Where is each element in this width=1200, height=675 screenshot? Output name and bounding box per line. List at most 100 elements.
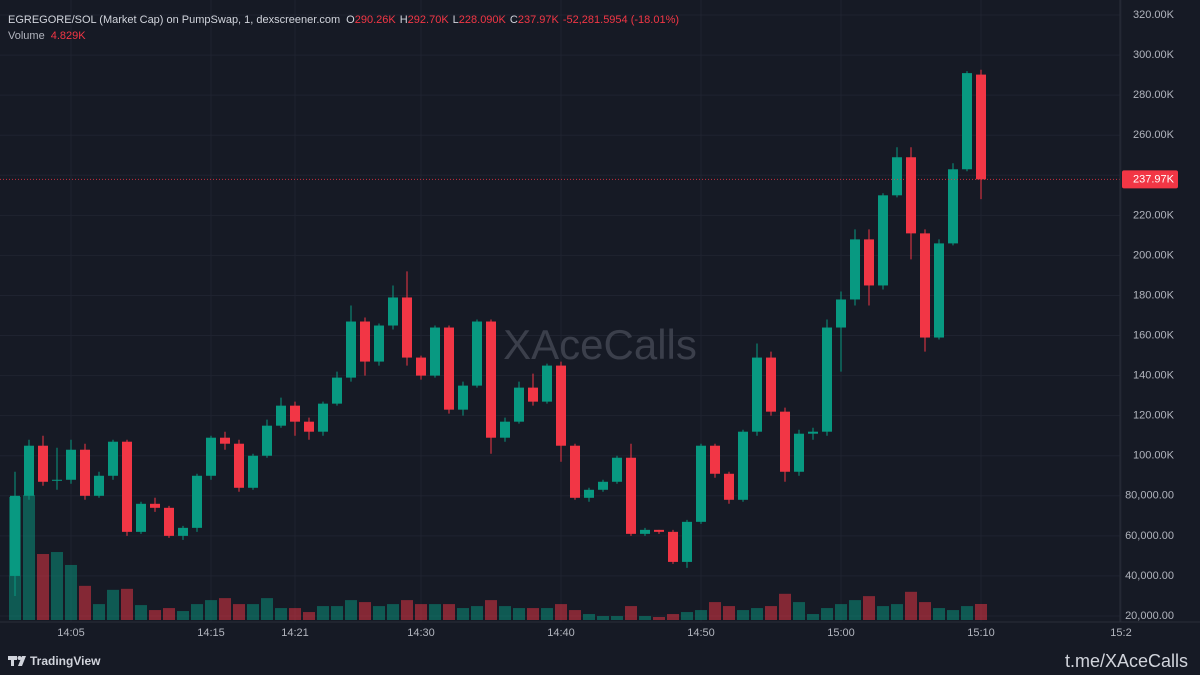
- x-tick-label: 15:2: [1110, 627, 1131, 639]
- candle-body: [150, 503, 160, 508]
- last-price-label: 237.97K: [1133, 173, 1175, 185]
- volume-bar: [93, 604, 105, 620]
- candle-body: [682, 521, 692, 562]
- volume-bar: [653, 617, 665, 620]
- candle-body: [80, 449, 90, 496]
- volume-bar: [765, 606, 777, 620]
- candle-body: [766, 357, 776, 412]
- y-tick-label: 260.00K: [1133, 129, 1175, 141]
- volume-bar: [681, 612, 693, 620]
- volume-bar: [79, 585, 91, 620]
- volume-bar: [233, 604, 245, 620]
- candle-body: [192, 475, 202, 528]
- candle-body: [122, 441, 132, 532]
- volume-bar: [863, 596, 875, 620]
- y-tick-label: 140.00K: [1133, 370, 1175, 382]
- x-tick-label: 14:15: [197, 627, 225, 639]
- y-tick-label: 120.00K: [1133, 410, 1175, 422]
- volume-bar: [191, 604, 203, 620]
- y-tick-label: 300.00K: [1133, 49, 1175, 61]
- volume-bar: [597, 616, 609, 620]
- volume-bar: [23, 495, 35, 620]
- volume-bar: [583, 614, 595, 620]
- candle-body: [178, 527, 188, 536]
- volume-bar: [289, 608, 301, 620]
- candle-body: [374, 325, 384, 362]
- volume-bar: [975, 603, 987, 620]
- y-tick-label: 160.00K: [1133, 329, 1175, 341]
- candle-body: [738, 431, 748, 500]
- candle-body: [570, 445, 580, 498]
- volume-bar: [877, 606, 889, 620]
- volume-bar: [667, 614, 679, 620]
- volume-bar: [149, 610, 161, 620]
- y-tick-label: 220.00K: [1133, 209, 1175, 221]
- candle-body: [52, 479, 62, 481]
- volume-bar: [65, 564, 77, 620]
- candle-body: [710, 445, 720, 474]
- x-tick-label: 14:40: [547, 627, 575, 639]
- candle-body: [458, 385, 468, 410]
- legend-value: 290.26K: [355, 14, 397, 26]
- volume-bar: [835, 604, 847, 620]
- candle-body: [472, 321, 482, 386]
- volume-bar: [471, 606, 483, 620]
- volume-bar: [205, 600, 217, 620]
- volume-bar: [457, 608, 469, 620]
- volume-bar: [37, 554, 49, 620]
- volume-bar: [807, 614, 819, 620]
- candle-body: [332, 377, 342, 404]
- x-tick-label: 15:10: [967, 627, 995, 639]
- candle-body: [878, 195, 888, 286]
- candle-body: [808, 431, 818, 434]
- volume-bar: [639, 616, 651, 620]
- volume-bar: [135, 605, 147, 620]
- candle-body: [528, 387, 538, 402]
- candle-body: [976, 74, 986, 180]
- legend-value: 292.70K: [408, 14, 450, 26]
- candle-body: [24, 445, 34, 496]
- volume-bar: [485, 600, 497, 620]
- candle-body: [794, 433, 804, 472]
- candle-body: [290, 405, 300, 422]
- candle-body: [906, 157, 916, 234]
- volume-bar: [933, 608, 945, 620]
- x-tick-label: 14:21: [281, 627, 309, 639]
- y-tick-label: 180.00K: [1133, 289, 1175, 301]
- volume-bar: [821, 608, 833, 620]
- candle-body: [542, 365, 552, 402]
- volume-bar: [303, 612, 315, 620]
- volume-bar: [737, 610, 749, 620]
- candle-body: [962, 73, 972, 170]
- candle-body: [430, 327, 440, 376]
- candle-body: [626, 457, 636, 534]
- volume-bar: [961, 606, 973, 620]
- volume-bar: [513, 608, 525, 620]
- candle-body: [780, 411, 790, 472]
- candle-body: [668, 531, 678, 562]
- last-price-box: [1122, 170, 1178, 189]
- volume-bar: [499, 606, 511, 620]
- volume-bar: [541, 608, 553, 620]
- volume-bar: [247, 604, 259, 620]
- volume-bar: [443, 604, 455, 620]
- candle-body: [850, 239, 860, 300]
- volume-bar: [709, 602, 721, 620]
- candle-body: [948, 169, 958, 244]
- volume-bar: [345, 600, 357, 620]
- candle-body: [752, 357, 762, 432]
- candle-body: [444, 327, 454, 410]
- volume-bar: [429, 604, 441, 620]
- candle-body: [556, 365, 566, 446]
- legend-key: O: [346, 14, 355, 26]
- volume-bar: [107, 589, 119, 620]
- brand: TradingView: [30, 654, 101, 668]
- volume-bar: [947, 610, 959, 620]
- candle-body: [262, 425, 272, 456]
- y-tick-label: 320.00K: [1133, 9, 1175, 21]
- candle-body: [598, 481, 608, 490]
- legend-value: 237.97K: [518, 14, 560, 26]
- candle-body: [10, 495, 20, 576]
- volume-bar: [51, 552, 63, 620]
- brand-logo: [8, 656, 26, 666]
